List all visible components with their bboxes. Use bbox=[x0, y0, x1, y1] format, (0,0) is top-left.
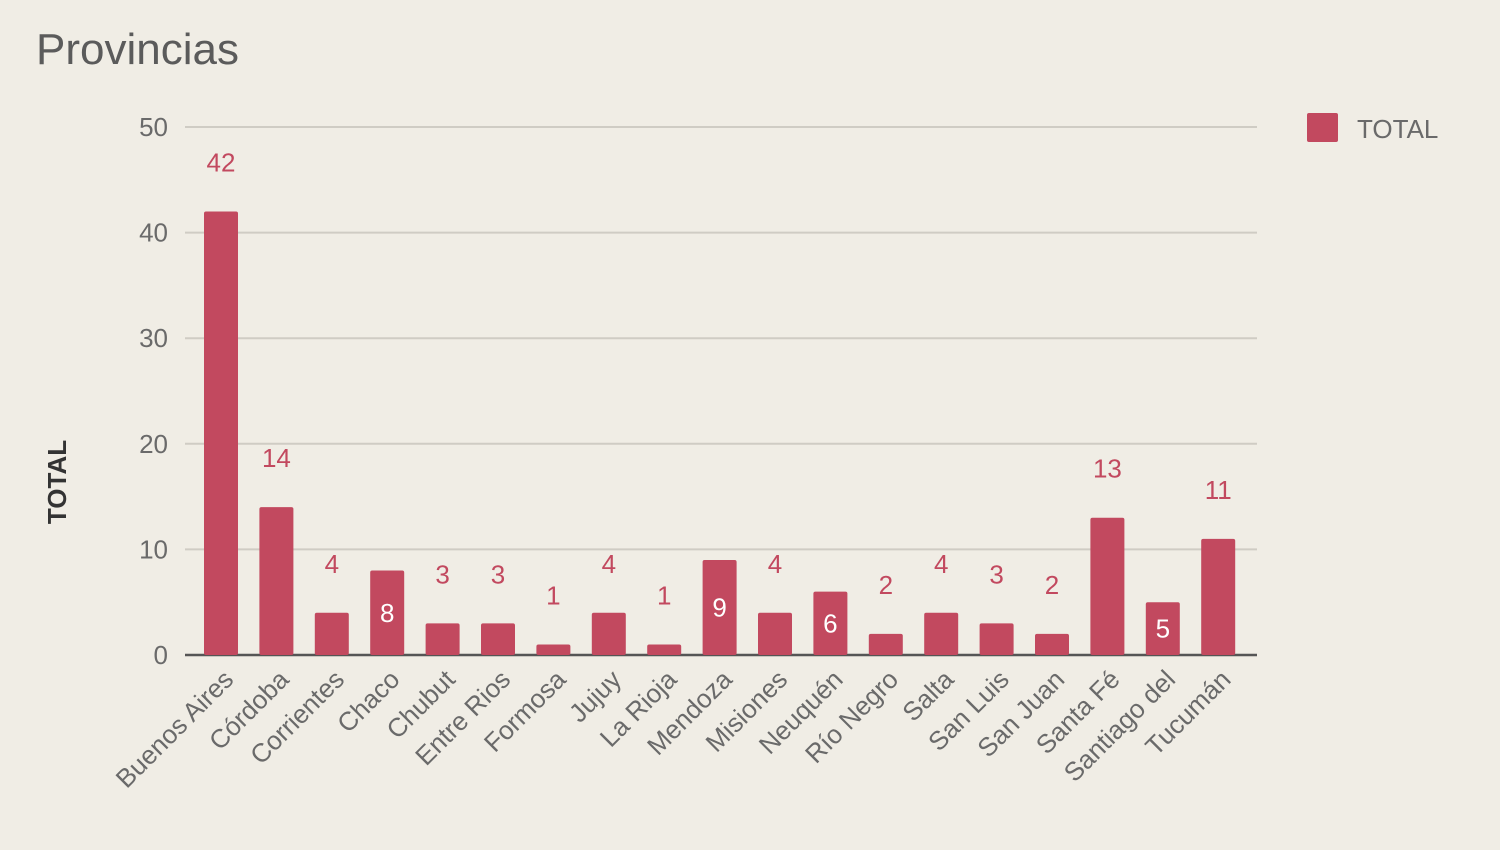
data-label: 11 bbox=[1205, 475, 1232, 505]
bar[interactable] bbox=[1035, 633, 1069, 655]
data-label: 3 bbox=[989, 559, 1003, 589]
bar[interactable] bbox=[314, 612, 349, 655]
legend[interactable]: TOTAL bbox=[1307, 113, 1438, 144]
data-label: 2 bbox=[1045, 570, 1059, 600]
bar[interactable] bbox=[758, 612, 792, 655]
bar[interactable] bbox=[702, 559, 737, 655]
bar[interactable] bbox=[1145, 602, 1180, 655]
bar[interactable] bbox=[370, 570, 405, 655]
y-tick-label: 10 bbox=[139, 534, 168, 564]
bar[interactable] bbox=[259, 507, 294, 655]
bar[interactable] bbox=[536, 644, 571, 655]
data-label: 42 bbox=[207, 147, 236, 177]
data-label: 13 bbox=[1093, 454, 1122, 484]
data-label: 1 bbox=[657, 580, 671, 610]
data-label: 4 bbox=[325, 549, 339, 579]
y-axis-title: TOTAL bbox=[42, 440, 72, 524]
bar[interactable] bbox=[979, 623, 1014, 655]
y-tick-label: 50 bbox=[139, 112, 168, 142]
data-label: 4 bbox=[602, 549, 616, 579]
y-tick-label: 0 bbox=[154, 640, 168, 670]
legend-swatch bbox=[1307, 113, 1338, 142]
y-tick-label: 40 bbox=[139, 218, 168, 248]
data-label: 3 bbox=[435, 559, 449, 589]
bar[interactable] bbox=[425, 623, 460, 655]
data-label: 14 bbox=[262, 443, 291, 473]
data-label: 2 bbox=[879, 570, 893, 600]
bar[interactable] bbox=[924, 612, 959, 655]
data-label: 9 bbox=[712, 592, 726, 622]
legend-label: TOTAL bbox=[1357, 114, 1438, 144]
bar[interactable] bbox=[1090, 517, 1125, 655]
data-label: 6 bbox=[823, 608, 837, 638]
x-axis-categories: Buenos AiresCórdobaCorrientesChacoChubut… bbox=[110, 663, 1237, 793]
y-tick-label: 20 bbox=[139, 429, 168, 459]
data-label: 5 bbox=[1156, 614, 1170, 644]
y-axis-ticks: 0 10 20 30 40 50 bbox=[139, 112, 168, 670]
bar[interactable] bbox=[591, 612, 626, 655]
y-tick-label: 30 bbox=[139, 323, 168, 353]
bar[interactable] bbox=[1201, 538, 1236, 655]
data-label: 1 bbox=[546, 580, 560, 610]
bar[interactable] bbox=[204, 211, 238, 656]
bar[interactable] bbox=[813, 591, 848, 655]
bar[interactable] bbox=[868, 633, 903, 655]
chart-title: Provincias bbox=[36, 25, 239, 74]
bar[interactable] bbox=[481, 623, 515, 655]
data-label: 8 bbox=[380, 598, 394, 628]
data-label: 3 bbox=[491, 559, 505, 589]
data-label: 4 bbox=[768, 549, 782, 579]
bars bbox=[204, 211, 1236, 656]
data-label: 4 bbox=[934, 549, 948, 579]
bar[interactable] bbox=[647, 644, 682, 655]
